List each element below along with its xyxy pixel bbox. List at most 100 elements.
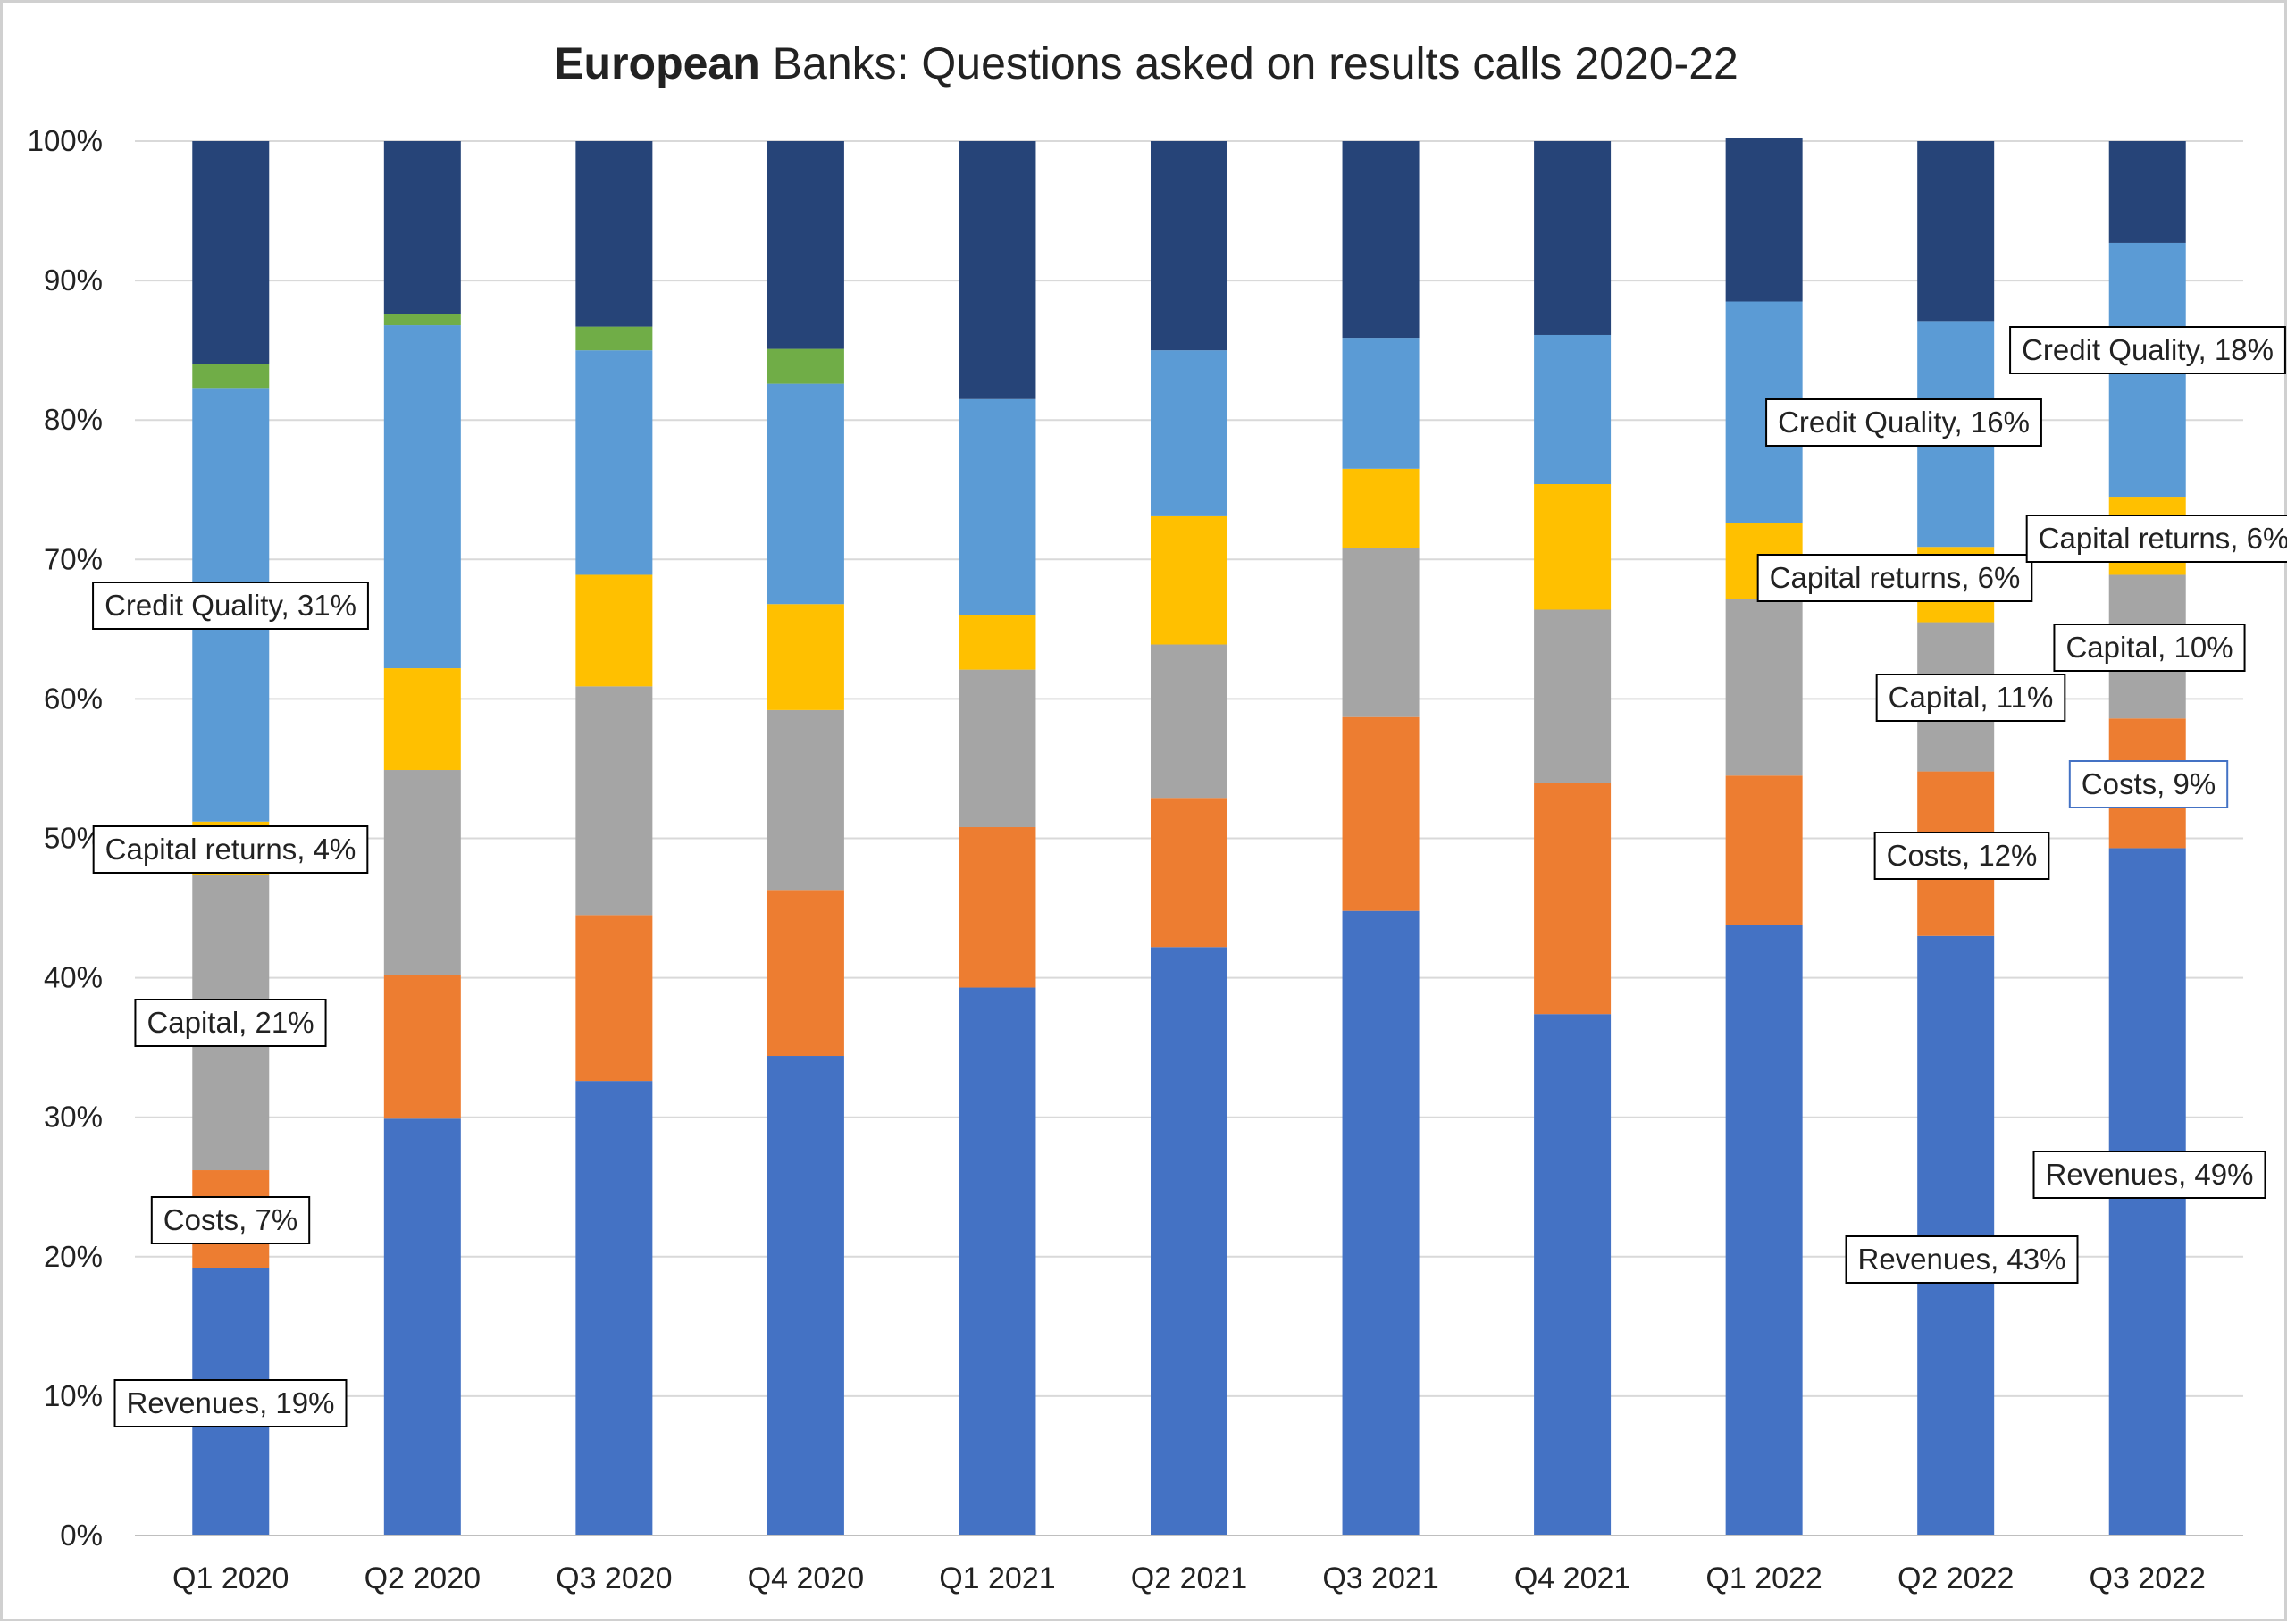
data-label: Capital, 21% <box>147 1006 314 1039</box>
data-label-callout: Credit Quality, 18% <box>2009 326 2286 374</box>
data-label-callout: Capital, 10% <box>2053 624 2246 672</box>
x-tick-label: Q1 2020 <box>172 1561 289 1595</box>
bar-segment-credit_quality <box>383 325 461 669</box>
bar-segment-other_navy <box>192 141 270 364</box>
bar-segment-other_navy <box>959 141 1036 399</box>
bar-segment-capital <box>1534 609 1612 783</box>
bar-segment-revenues <box>1342 910 1420 1536</box>
data-label-box <box>113 1379 348 1427</box>
y-tick-label: 20% <box>44 1240 103 1273</box>
data-label-callout: Capital, 11% <box>1875 674 2066 722</box>
data-label-box <box>2025 515 2287 563</box>
x-tick-label: Q3 2021 <box>1322 1561 1438 1595</box>
bar-segment-credit_quality <box>959 398 1036 615</box>
data-label-box <box>1845 1235 2079 1284</box>
data-label: Capital, 11% <box>1889 681 2054 714</box>
bar-segment-credit_quality <box>1342 338 1420 469</box>
bar-segment-revenues <box>1725 925 1803 1536</box>
x-tick-label: Q2 2021 <box>1131 1561 1247 1595</box>
bar-segment-other_green <box>192 364 270 389</box>
data-labels: Revenues, 19% Costs, 7% Capital, 21% Capita… <box>92 326 2287 1427</box>
x-tick-label: Q4 2021 <box>1514 1561 1630 1595</box>
bar-segment-capital_returns <box>1151 515 1227 645</box>
bar-segment-credit_quality <box>1534 334 1612 485</box>
data-label-callout: Costs, 12% <box>1873 832 2050 880</box>
bar-segment-revenues <box>1151 947 1227 1536</box>
chart-title: European Banks: Questions asked on resul… <box>554 38 1738 88</box>
data-label: Capital, 10% <box>2065 631 2233 664</box>
y-axis-ticks: 0%10%20%30%40%50%60%70%80%90%100% <box>28 124 103 1552</box>
y-tick-label: 0% <box>60 1519 103 1552</box>
data-label: Revenues, 19% <box>127 1386 335 1419</box>
data-label-callout: Capital, 21% <box>134 999 327 1047</box>
y-tick-label: 100% <box>28 124 103 157</box>
bar-segment-other_green <box>575 326 653 351</box>
bar-segment-costs <box>1725 775 1803 925</box>
bar-segment-costs <box>959 827 1036 988</box>
data-label: Credit Quality, 31% <box>105 589 356 622</box>
data-label-box <box>92 582 369 630</box>
bar-segment-costs <box>383 975 461 1119</box>
x-tick-label: Q3 2022 <box>2090 1561 2206 1595</box>
data-label-callout: Costs, 9% <box>2068 760 2229 808</box>
y-tick-label: 80% <box>44 403 103 436</box>
bar-segment-other_navy <box>1151 141 1227 351</box>
bar-segment-other_green <box>383 314 461 326</box>
data-label: Revenues, 43% <box>1858 1243 2066 1276</box>
bar-segment-other_navy <box>575 141 653 327</box>
data-label-callout: Capital returns, 4% <box>92 825 369 874</box>
bar-segment-costs <box>1151 798 1227 948</box>
x-tick-label: Q3 2020 <box>556 1561 672 1595</box>
bar-segment-capital_returns <box>575 574 653 687</box>
data-label-callout: Credit Quality, 16% <box>1765 398 2042 447</box>
data-label-callout: Credit Quality, 31% <box>92 582 369 630</box>
bar-segment-revenues <box>959 987 1036 1536</box>
data-label-box <box>1765 398 2042 447</box>
data-label-box <box>1756 554 2033 602</box>
chart-title-rest: Banks: Questions asked on results calls … <box>760 38 1738 88</box>
bar-segment-capital_returns <box>383 668 461 771</box>
x-tick-label: Q4 2020 <box>748 1561 864 1595</box>
bar-segment-other_navy <box>383 141 461 314</box>
data-label: Costs, 7% <box>163 1203 297 1236</box>
data-label-box <box>2009 326 2286 374</box>
bar-segment-costs <box>575 915 653 1082</box>
y-tick-label: 10% <box>44 1379 103 1412</box>
y-tick-label: 40% <box>44 961 103 994</box>
bar-segment-capital_returns <box>767 604 844 710</box>
bar-segment-other_green <box>767 348 844 384</box>
bar-segment-capital <box>1151 644 1227 799</box>
data-label: Capital returns, 6% <box>1770 561 2021 594</box>
x-axis-ticks: Q1 2020 Q2 2020 Q3 2020 Q4 2020 Q1 2021 Q2 20… <box>172 1561 2206 1595</box>
data-label-callout: Revenues, 43% <box>1845 1235 2079 1284</box>
x-tick-label: Q1 2021 <box>939 1561 1055 1595</box>
stacked-bar-chart: European Banks: Questions asked on resul… <box>28 38 2287 1595</box>
bar-segment-other_navy <box>1725 138 1803 302</box>
bar-segment-costs <box>1342 716 1420 911</box>
bar-segment-other_navy <box>1917 141 1995 322</box>
x-tick-label: Q1 2022 <box>1705 1561 1822 1595</box>
bar-segment-capital <box>767 709 844 891</box>
data-label: Capital returns, 6% <box>2039 522 2287 555</box>
data-label-box <box>2053 624 2246 672</box>
bar-segment-capital <box>575 686 653 916</box>
bar-segment-credit_quality <box>767 383 844 605</box>
y-tick-label: 60% <box>44 682 103 715</box>
data-label-box <box>134 999 327 1047</box>
data-label-callout: Costs, 7% <box>150 1196 311 1244</box>
bar-segment-capital_returns <box>1534 484 1612 610</box>
data-label-box <box>150 1196 311 1244</box>
data-label: Costs, 9% <box>2082 767 2216 800</box>
bar-segment-revenues <box>1534 1014 1612 1536</box>
bar-segment-capital <box>383 770 461 975</box>
bar-segment-revenues <box>383 1118 461 1536</box>
data-label-box <box>92 825 369 874</box>
bar-segment-capital <box>959 669 1036 828</box>
data-label-callout: Revenues, 19% <box>113 1379 348 1427</box>
data-label: Credit Quality, 16% <box>1778 406 2030 439</box>
bar-segment-other_navy <box>2108 141 2186 243</box>
data-label: Credit Quality, 18% <box>2022 333 2274 366</box>
y-tick-label: 70% <box>44 542 103 575</box>
data-label-callout: Revenues, 49% <box>2032 1151 2266 1199</box>
